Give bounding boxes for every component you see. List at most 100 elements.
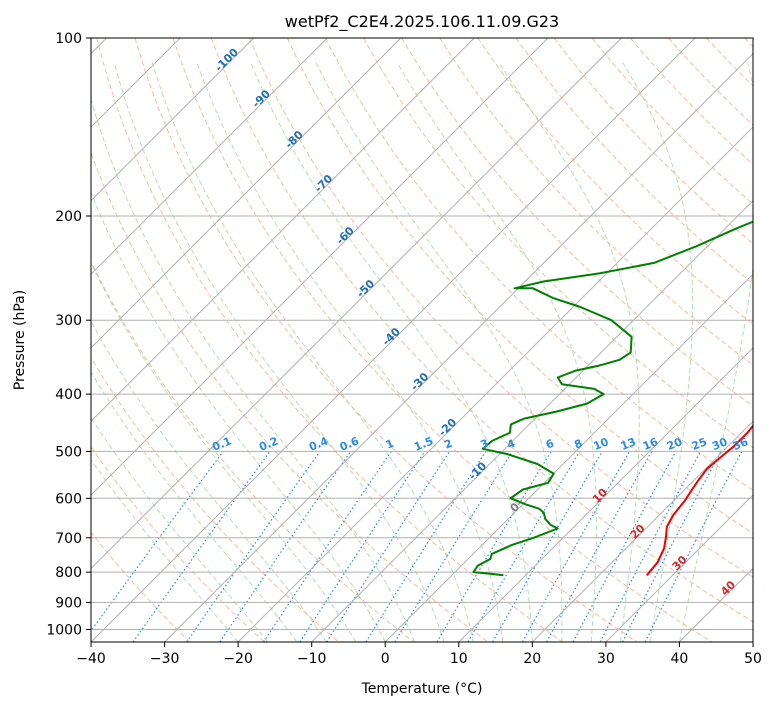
moist-adiabat-line — [91, 458, 239, 642]
y-tick-label: 800 — [55, 565, 82, 581]
y-tick-label: 600 — [55, 491, 82, 507]
isotherm-label: -60 — [334, 224, 357, 247]
dry-adiabat-line — [668, 38, 753, 126]
mixing-ratio-label: 2 — [442, 437, 454, 452]
dry-adiabat-line — [210, 38, 753, 623]
isotherm-line — [91, 38, 696, 642]
dry-adiabat-line — [401, 38, 753, 407]
moist-adiabat-line — [91, 320, 327, 642]
dry-adiabat-line — [91, 356, 340, 642]
mixing-ratio-label: 16 — [641, 435, 660, 453]
isotherm-line — [91, 38, 549, 496]
isotherm-line — [91, 38, 328, 275]
y-tick-label: 500 — [55, 444, 82, 460]
mixing-ratio-label: 20 — [665, 435, 684, 453]
moist-adiabat-line — [250, 62, 533, 642]
dry-adiabat-line — [91, 151, 489, 642]
moist-adiabat-line — [91, 416, 268, 642]
pressure-gridlines — [91, 38, 753, 642]
mixing-ratio-line — [91, 451, 224, 632]
dewpoint-profile-line — [472, 220, 753, 577]
dry-adiabat-line — [286, 38, 753, 535]
sounding-profiles — [472, 220, 753, 577]
x-tick-label: 40 — [670, 651, 688, 667]
mixing-ratio-label: 8 — [572, 437, 584, 452]
mixing-ratio-label: 6 — [544, 437, 556, 452]
x-tick-label: 50 — [744, 651, 762, 667]
moist-adiabat-line — [315, 62, 563, 642]
mixing-ratio-line — [599, 451, 702, 642]
isotherm-line — [237, 126, 753, 642]
dry-adiabat-line — [591, 38, 753, 205]
mixing-ratio-label: 36 — [731, 435, 750, 453]
mixing-ratio-line — [326, 451, 451, 642]
isotherm-line — [605, 494, 753, 642]
x-tick-label: 10 — [450, 651, 468, 667]
mixing-ratio-label: 13 — [619, 435, 638, 453]
moist-adiabat-line — [113, 62, 445, 642]
dry-adiabat-line — [515, 38, 753, 285]
y-tick-label: 200 — [55, 209, 82, 225]
x-tick-label: 30 — [597, 651, 615, 667]
isotherm-line — [91, 38, 402, 349]
x-axis-ticks: −40 −30 −20 −10 0 10 20 30 40 50 — [76, 642, 762, 667]
mixing-ratio-label: 25 — [690, 435, 709, 453]
dry-adiabat-line — [744, 38, 753, 48]
mixing-ratio-label: 1 — [384, 437, 396, 452]
y-axis-ticks: 100 200 300 400 500 600 700 800 900 1000 — [46, 31, 91, 639]
dry-adiabat-line — [134, 38, 638, 642]
dry-adiabat-line — [363, 38, 753, 449]
mixing-ratio-line — [219, 451, 352, 642]
dry-adiabat-line — [325, 38, 753, 491]
warm-isotherm-label: 40 — [718, 578, 738, 598]
x-tick-label: 20 — [523, 651, 541, 667]
dry-adiabat-line — [439, 38, 753, 366]
isotherm-label: -30 — [408, 370, 431, 393]
y-axis-label: Pressure (hPa) — [12, 290, 28, 390]
y-tick-label: 400 — [55, 387, 82, 403]
isotherm-line — [384, 273, 753, 642]
warm-isotherm-label: 20 — [628, 521, 648, 541]
plot-frame — [90, 37, 754, 643]
x-tick-label: −20 — [223, 651, 253, 667]
mixing-ratio-line — [572, 451, 677, 642]
mixing-ratio-label: 30 — [710, 435, 729, 453]
x-tick-label: −10 — [297, 651, 327, 667]
y-tick-label: 100 — [55, 31, 82, 47]
moist-adiabat-line — [91, 261, 357, 642]
moist-adiabat-line — [91, 371, 298, 642]
warm-isotherm-label: 10 — [590, 486, 610, 506]
mixing-ratio-line — [394, 451, 513, 642]
dry-adiabat-line — [96, 38, 563, 642]
isotherm-label: -100 — [212, 45, 241, 74]
isotherm-line — [91, 38, 475, 423]
isotherm-line — [164, 52, 753, 642]
x-tick-label: −40 — [76, 651, 106, 667]
isotherm-line — [311, 199, 753, 642]
x-tick-label: 0 — [381, 651, 390, 667]
temperature-profile-line — [646, 424, 753, 576]
y-tick-label: 300 — [55, 313, 82, 329]
mixing-ratio-line — [186, 451, 321, 642]
moist-adiabat-line — [151, 62, 474, 642]
mixing-ratio-line — [262, 451, 392, 642]
moist-adiabat-line — [396, 62, 597, 642]
dry-adiabat-line — [553, 38, 753, 245]
isotherm-line — [752, 641, 753, 642]
y-tick-label: 900 — [55, 595, 82, 611]
isotherm-label: -90 — [250, 87, 273, 110]
isotherm-line — [458, 347, 753, 642]
moist-adiabat-line — [498, 62, 640, 642]
isotherm-line — [531, 420, 753, 642]
isotherm-line — [91, 38, 255, 202]
dry-adiabat-line — [91, 531, 191, 642]
dry-adiabat-line — [172, 38, 713, 642]
moist-adiabat-line — [196, 62, 504, 642]
mixing-ratio-line — [521, 451, 631, 642]
isotherm-line — [91, 38, 622, 570]
isotherm-label: -50 — [354, 277, 377, 300]
mixing-ratio-line — [299, 451, 426, 642]
y-tick-label: 1000 — [46, 623, 82, 639]
x-tick-label: −30 — [150, 651, 180, 667]
